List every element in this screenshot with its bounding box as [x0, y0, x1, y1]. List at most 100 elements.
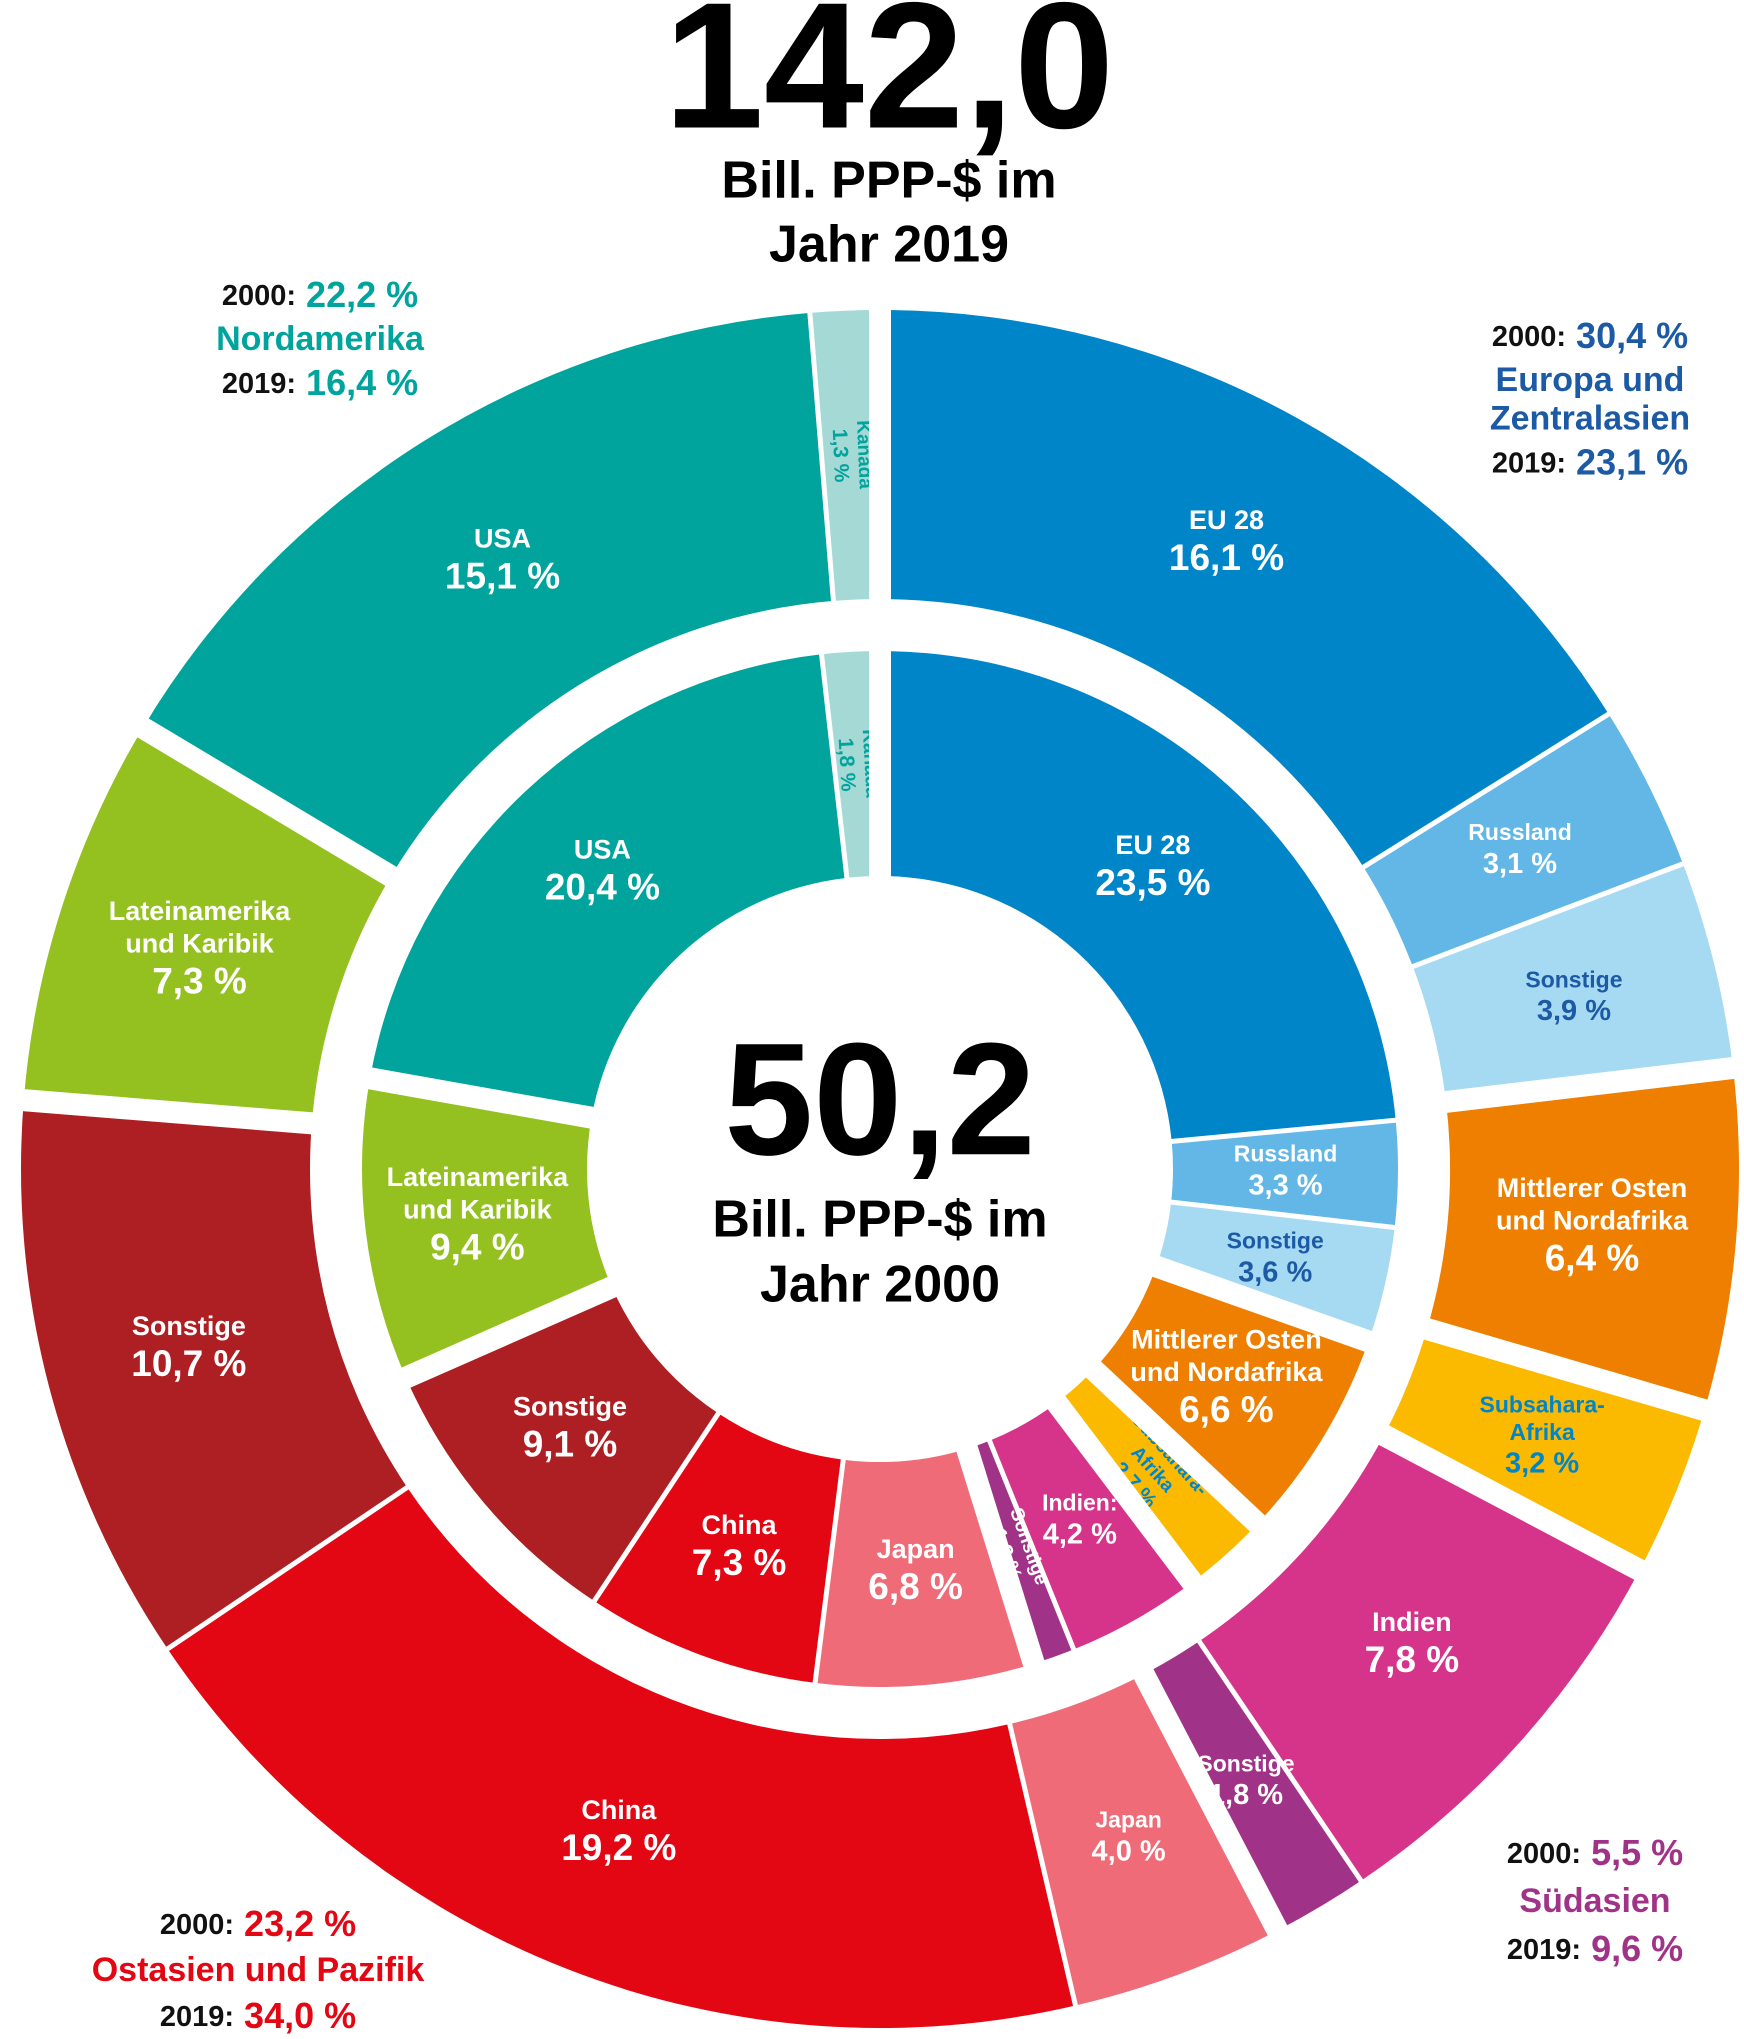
segment-value-label: 6,4 % [1545, 1238, 1640, 1279]
region-name: Ostasien und Pazifik [92, 1951, 425, 1989]
donut-segment [1412, 863, 1734, 1102]
donut-segment [594, 1413, 844, 1683]
donut-segment [369, 654, 847, 1118]
inner-caption: Bill. PPP-$ im [712, 1191, 1047, 1249]
region-share: 2000: 30,4 % [1492, 315, 1688, 356]
segment-gap [817, 644, 851, 889]
segment-gap [1161, 1116, 1406, 1145]
region-name: Südasien [1519, 1882, 1670, 1920]
donut-segment [1093, 1266, 1369, 1524]
segment-name: Indien: [1042, 1490, 1117, 1516]
space [296, 362, 306, 403]
donut-segment [1056, 1369, 1258, 1583]
segment-gap [1160, 1198, 1405, 1232]
region-name: Zentralasien [1490, 400, 1690, 438]
region-value: 5,5 % [1591, 1832, 1683, 1873]
donut-segment [1199, 1435, 1640, 1881]
segment-value-label: 4,0 % [1092, 1835, 1166, 1867]
segment-value-label: 4,2 % [1043, 1518, 1117, 1550]
outer-caption: Jahr 2019 [769, 216, 1009, 274]
segment-value-label: 7,3 % [152, 960, 247, 1001]
segment-gap [1370, 1420, 1654, 1585]
donut-segment [821, 651, 880, 878]
segment-gap [1414, 1315, 1718, 1424]
region-value: 23,2 % [244, 1903, 356, 1944]
region-share: 2019: 9,6 % [1507, 1928, 1683, 1969]
segment-gap [1353, 706, 1619, 875]
segment-value-label: 10,7 % [131, 1343, 246, 1384]
segment-gap [128, 713, 406, 891]
donut-segment [1363, 714, 1683, 967]
outer-caption: Bill. PPP-$ im [721, 152, 1056, 210]
segment-name: und Nordafrika [1130, 1357, 1323, 1387]
region-value: 34,0 % [244, 1995, 356, 2036]
segment-label: Russland 3,3 % [1234, 1140, 1338, 1201]
region-year: 2019: [222, 368, 296, 400]
segment-value-label: 1,3 % [828, 428, 853, 483]
region-year: 2019: [160, 2001, 234, 2033]
segment-name: Lateinamerika [109, 896, 292, 926]
region-name: Europa und [1496, 361, 1685, 399]
segment-value-label: 7,8 % [1365, 1639, 1460, 1680]
segment-gap [358, 1065, 604, 1131]
segment-value-label: 3,3 % [1248, 1169, 1322, 1201]
region-value: 9,6 % [1591, 1928, 1683, 1969]
region-year: 2000: [1492, 321, 1566, 353]
segment-name: EU 28 [1189, 505, 1264, 535]
segment-name: EU 28 [1115, 830, 1190, 860]
segment-name: Sonstige [1227, 1228, 1324, 1254]
segment-name: Indien [1372, 1607, 1452, 1637]
donut-segment [20, 1100, 408, 1649]
space [234, 1903, 244, 1944]
space [1581, 1928, 1591, 1969]
segment-value-label: 3,1 % [1483, 848, 1557, 880]
segment-value-label: 23,5 % [1095, 862, 1210, 903]
segment-gap [953, 1435, 1048, 1677]
segment-value-label: 3,2 % [1505, 1448, 1579, 1480]
segment-value-label: 6,6 % [1179, 1389, 1274, 1430]
region-share: 2019: 34,0 % [160, 1995, 356, 2036]
donut-segment [1143, 1641, 1362, 1931]
segment-gap [1191, 1631, 1369, 1891]
region-value: 16,4 % [306, 362, 418, 403]
region-year: 2000: [1507, 1838, 1581, 1870]
region-share: 2000: 5,5 % [1507, 1832, 1683, 1873]
space [234, 1995, 244, 2036]
donut-segment [142, 312, 834, 877]
segment-value-label: 9,4 % [430, 1226, 525, 1267]
segment-name: Mittlerer Osten [1497, 1173, 1688, 1203]
segment-name: Japan [877, 1534, 955, 1564]
region-year: 2019: [1507, 1934, 1581, 1966]
segment-name: und Karibik [125, 928, 274, 958]
segment-gap [1041, 1388, 1208, 1597]
space [296, 274, 306, 315]
segment-gap [1078, 1354, 1273, 1539]
segment-label: Indien:4,2 % [1042, 1490, 1117, 1551]
segment-name: und Nordafrika [1496, 1206, 1689, 1236]
segment-value-label: 15,1 % [445, 555, 560, 596]
segment-label: Sonstige 3,9 % [1525, 966, 1622, 1027]
segment-gap [1434, 1055, 1744, 1115]
segment-name: USA [574, 834, 631, 864]
region-value: 30,4 % [1576, 315, 1688, 356]
segment-name: Lateinamerika [387, 1162, 570, 1192]
outer-total: 142,0 [664, 0, 1114, 167]
donut-segment [1156, 1202, 1395, 1342]
segment-value-label: 19,2 % [561, 1827, 676, 1868]
segment-name: USA [474, 523, 531, 553]
segment-gap [157, 1479, 417, 1657]
donut-segment [167, 1487, 1076, 2028]
segment-gap [586, 1403, 726, 1611]
segment-gap [1129, 1660, 1292, 1945]
segment-gap [12, 1088, 323, 1136]
